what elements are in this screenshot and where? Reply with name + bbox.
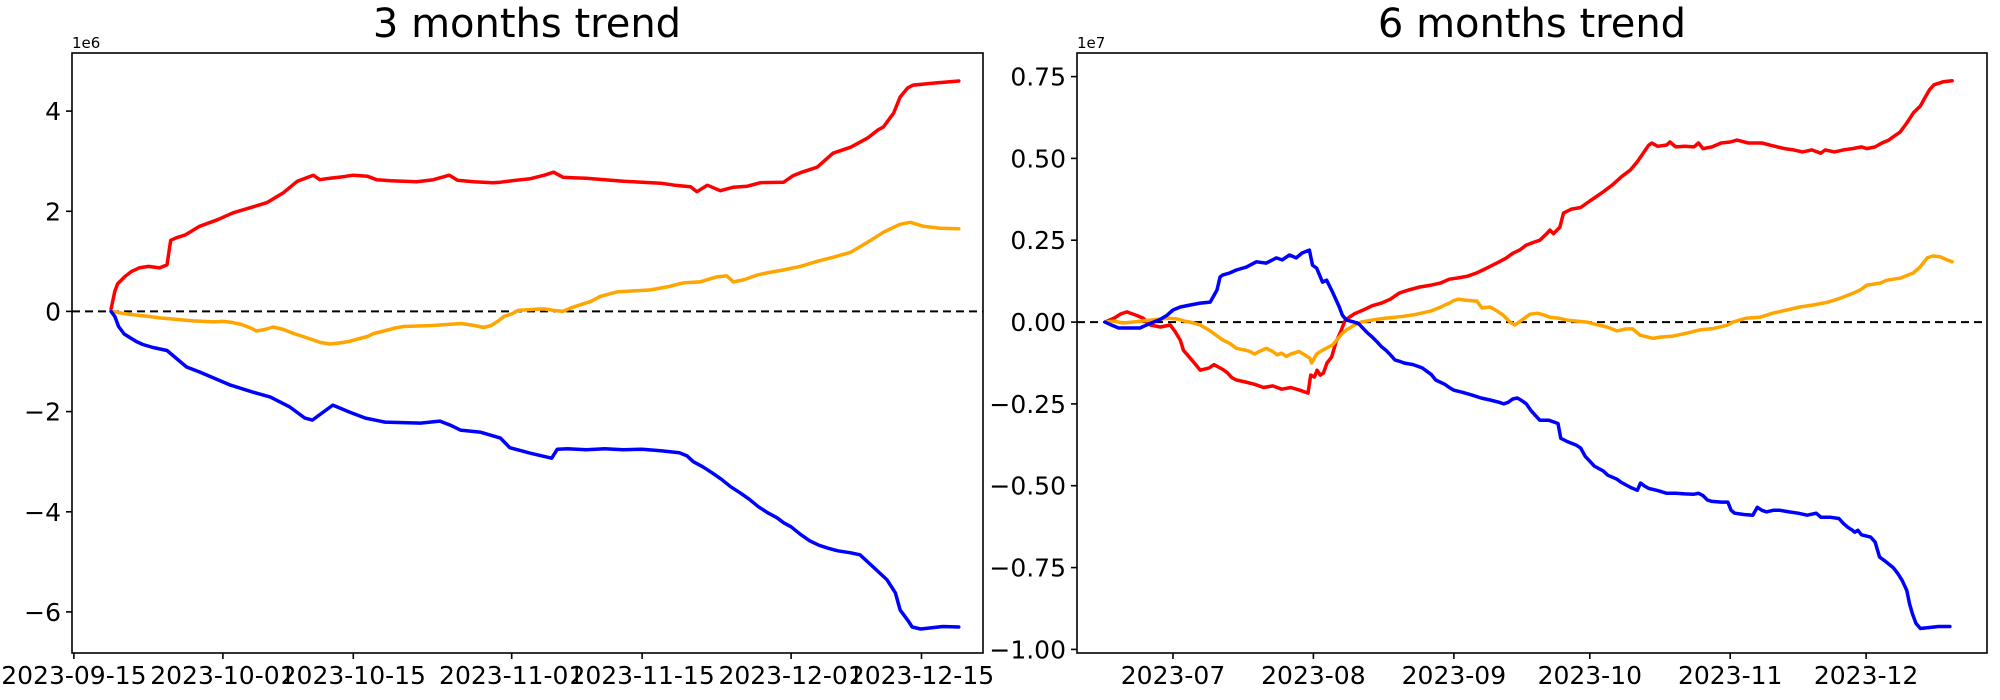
axes-frame	[1076, 52, 1988, 654]
y-tick-label: 0.75	[1010, 63, 1066, 92]
y-axis-scale-label-right: 1e7	[1077, 34, 1106, 52]
series-blue-line	[109, 309, 961, 631]
series-orange-line	[1103, 254, 1954, 365]
y-tick-label: 4	[45, 97, 61, 126]
x-tick-label: 2023-07	[1121, 661, 1225, 690]
x-tick-label: 2023-09	[1402, 661, 1506, 690]
x-tick-label: 2023-12-15	[849, 661, 994, 690]
y-tick-label: −4	[24, 498, 61, 527]
x-tick-label: 2023-11	[1678, 661, 1782, 690]
chart-title-3-months: 3 months trend	[372, 1, 682, 47]
y-tick-label: 2	[45, 197, 61, 226]
x-tick-label: 2023-10-15	[281, 661, 426, 690]
axes-frame	[71, 52, 984, 654]
x-tick-label: 2023-12-01	[718, 661, 863, 690]
y-tick-label: −0.50	[989, 472, 1066, 501]
y-tick-label: −2	[24, 398, 61, 427]
y-tick-label: −0.75	[989, 554, 1066, 583]
y-tick-label: 0.25	[1010, 226, 1066, 255]
y-tick-label: 0.50	[1010, 144, 1066, 173]
series-red-line	[109, 79, 961, 311]
x-tick-label: 2023-09-15	[1, 661, 146, 690]
x-tick-label: 2023-08	[1261, 661, 1365, 690]
y-tick-label: 0.00	[1010, 308, 1066, 337]
x-tick-label: 2023-11-15	[569, 661, 714, 690]
series-red-line	[1103, 79, 1954, 395]
x-tick-label: 2023-10	[1538, 661, 1642, 690]
x-tick-label: 2023-11-01	[439, 661, 584, 690]
y-axis-scale-label-left: 1e6	[72, 34, 101, 52]
series-blue-line	[1103, 248, 1952, 631]
chart-title-6-months: 6 months trend	[1377, 1, 1687, 47]
y-tick-label: −1.00	[989, 635, 1066, 664]
y-tick-label: 0	[45, 297, 61, 326]
x-tick-label: 2023-10-01	[150, 661, 295, 690]
x-tick-label: 2023-12	[1814, 661, 1918, 690]
series-orange-line	[109, 220, 961, 346]
y-tick-label: −0.25	[989, 390, 1066, 419]
y-tick-label: −6	[24, 598, 61, 627]
